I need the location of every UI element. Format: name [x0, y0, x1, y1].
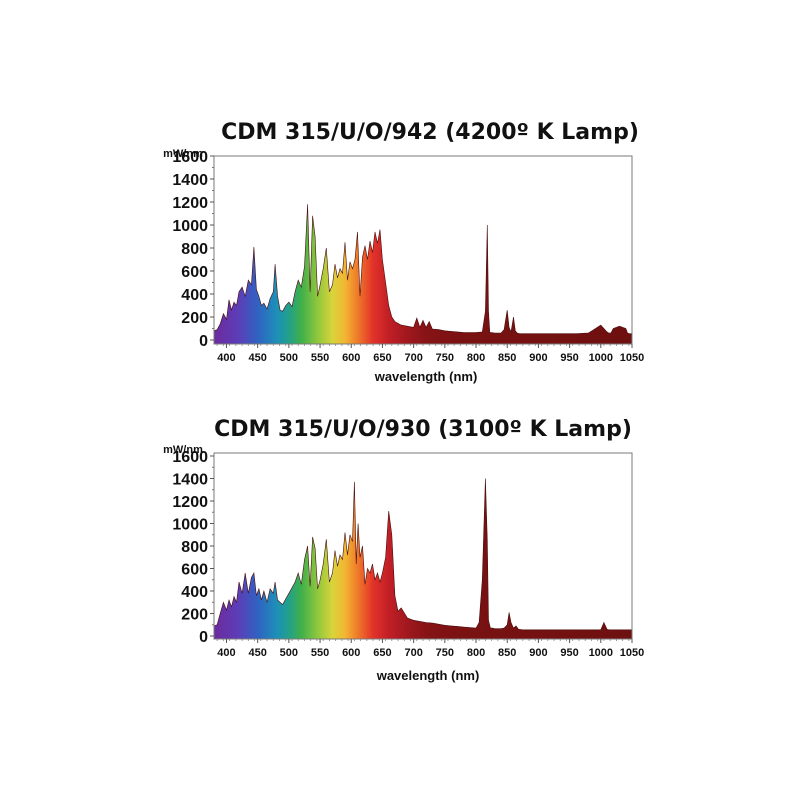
- y-tick-label: 400: [181, 287, 208, 304]
- y-unit-label: mW/nm: [163, 148, 203, 160]
- x-tick-label: 800: [467, 647, 485, 659]
- x-tick-label: 500: [280, 352, 298, 364]
- spectrum-plot: [213, 204, 633, 345]
- x-axis: 400 450 500 550 600 650 700 750 800 850 900 950 1000…: [216, 344, 644, 364]
- chart-4200k: CDM 315/U/O/942 (4200º K Lamp) mW/nm 0 20…: [163, 120, 644, 384]
- x-tick-label: 900: [529, 352, 547, 364]
- x-tick-label: 700: [404, 352, 422, 364]
- x-axis-label: wavelength (nm): [374, 369, 478, 384]
- y-tick-label: 200: [181, 310, 208, 327]
- x-tick-label: 650: [373, 352, 391, 364]
- x-tick-label: 1000: [589, 647, 613, 659]
- y-tick-label: 1600: [172, 149, 208, 166]
- y-tick-label: 800: [181, 241, 208, 258]
- y-tick-label: 1400: [172, 172, 208, 189]
- y-unit-label: mW/nm: [163, 444, 203, 456]
- x-tick-label: 1000: [589, 352, 613, 364]
- x-tick-label: 800: [467, 352, 485, 364]
- x-tick-label: 950: [560, 352, 578, 364]
- x-tick-label: 550: [311, 352, 329, 364]
- spectrum-plot: [213, 478, 633, 640]
- x-tick-label: 450: [248, 352, 266, 364]
- x-tick-label: 850: [498, 352, 516, 364]
- y-tick-label: 1000: [172, 517, 208, 534]
- y-tick-label: 1200: [172, 195, 208, 212]
- y-tick-label: 400: [181, 584, 208, 601]
- x-tick-label: 950: [560, 647, 578, 659]
- x-tick-label: 750: [436, 647, 454, 659]
- spectrum-area: [213, 204, 633, 345]
- x-tick-label: 400: [217, 647, 235, 659]
- x-axis-label: wavelength (nm): [376, 668, 480, 683]
- y-tick-label: 800: [181, 539, 208, 556]
- y-tick-label: 0: [199, 333, 208, 350]
- chart-3100k: CDM 315/U/O/930 (3100º K Lamp) mW/nm 0 20…: [163, 417, 644, 683]
- y-axis: 0 200 400 600 800 1000 1200 1400 1600: [172, 149, 214, 350]
- x-tick-label: 1050: [620, 352, 644, 364]
- y-tick-label: 1400: [172, 472, 208, 489]
- x-tick-label: 600: [342, 647, 360, 659]
- y-tick-label: 600: [181, 264, 208, 281]
- x-tick-label: 500: [280, 647, 298, 659]
- chart-title: CDM 315/U/O/930 (3100º K Lamp): [214, 417, 632, 442]
- x-tick-label: 450: [248, 647, 266, 659]
- y-tick-label: 1200: [172, 494, 208, 511]
- x-tick-label: 1050: [620, 647, 644, 659]
- spectrum-area: [213, 478, 633, 640]
- x-tick-label: 550: [311, 647, 329, 659]
- y-tick-label: 1600: [172, 449, 208, 466]
- x-tick-label: 400: [217, 352, 235, 364]
- x-tick-label: 750: [436, 352, 454, 364]
- y-tick-label: 0: [199, 629, 208, 646]
- x-axis: 400 450 500 550 600 650 700 750 800 850 900 950 1000…: [216, 639, 644, 659]
- y-tick-label: 200: [181, 607, 208, 624]
- x-tick-label: 850: [498, 647, 516, 659]
- y-tick-label: 600: [181, 562, 208, 579]
- chart-title: CDM 315/U/O/942 (4200º K Lamp): [221, 120, 639, 145]
- x-tick-label: 600: [342, 352, 360, 364]
- x-tick-label: 900: [529, 647, 547, 659]
- x-tick-label: 650: [373, 647, 391, 659]
- y-tick-label: 1000: [172, 218, 208, 235]
- y-axis: 0 200 400 600 800 1000 1200 1400 1600: [172, 449, 214, 646]
- x-tick-label: 700: [404, 647, 422, 659]
